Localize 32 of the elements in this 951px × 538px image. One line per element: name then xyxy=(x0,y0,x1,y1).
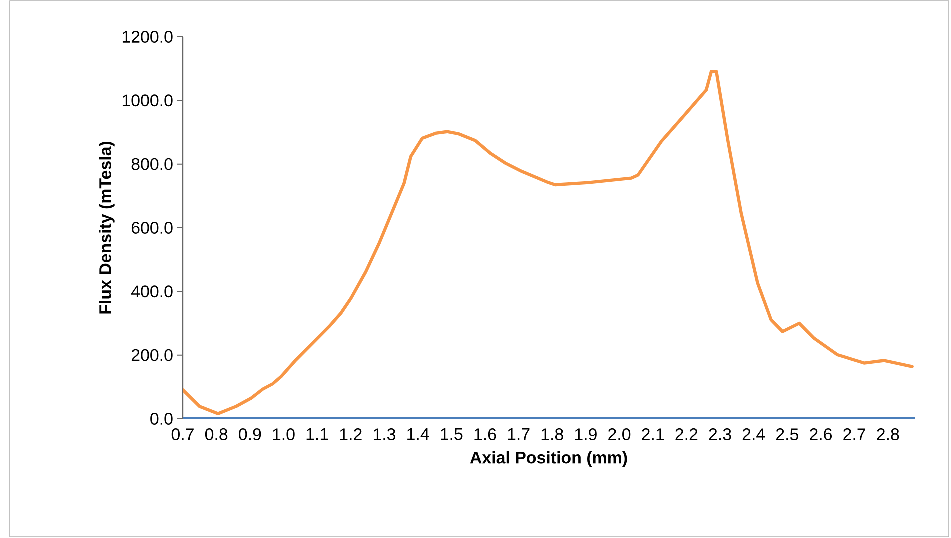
x-tick-label: 2.8 xyxy=(877,428,900,441)
x-tick-label: 2.5 xyxy=(776,428,798,441)
x-axis-title: Axial Position (mm) xyxy=(470,451,628,468)
y-tick-label: 800.0 xyxy=(132,158,173,170)
y-tick-label: 0.0 xyxy=(150,413,173,425)
x-tick-label: 2.2 xyxy=(676,428,698,440)
x-tick-label: 1.8 xyxy=(542,428,564,441)
x-tick-label: 1.7 xyxy=(508,428,530,440)
x-tick-label: 2.7 xyxy=(844,428,866,440)
x-tick-label: 1.5 xyxy=(441,428,463,440)
line-series xyxy=(183,70,914,416)
x-tick-label: 2.4 xyxy=(742,428,766,440)
x-tick-label: 0.9 xyxy=(239,428,262,441)
x-tick-label: 1.2 xyxy=(340,428,362,440)
y-tick-label: 400.0 xyxy=(131,286,173,298)
x-tick-label: 2.0 xyxy=(608,428,631,441)
y-tick-label: 200.0 xyxy=(132,349,173,362)
x-tick-label: 1.9 xyxy=(575,428,597,441)
y-axis-title: Flux Density (mTesla) xyxy=(99,142,115,314)
x-tick-label: 2.6 xyxy=(810,428,832,441)
x-tick-label: 1.0 xyxy=(273,428,295,441)
x-tick-label: 0.7 xyxy=(172,428,194,441)
x-tick-label: 1.4 xyxy=(408,428,430,440)
y-tick-label: 1000.0 xyxy=(122,94,173,107)
y-tick-label: 600.0 xyxy=(132,222,173,234)
x-tick-label: 1.6 xyxy=(474,428,496,441)
x-tick-label: 1.3 xyxy=(374,428,396,441)
y-tick-label: 1200.0 xyxy=(122,30,173,43)
x-tick-label: 1.1 xyxy=(306,428,328,440)
x-tick-label: 0.8 xyxy=(205,428,228,441)
x-tick-label: 2.1 xyxy=(642,428,664,440)
x-tick-label: 2.3 xyxy=(709,428,732,441)
